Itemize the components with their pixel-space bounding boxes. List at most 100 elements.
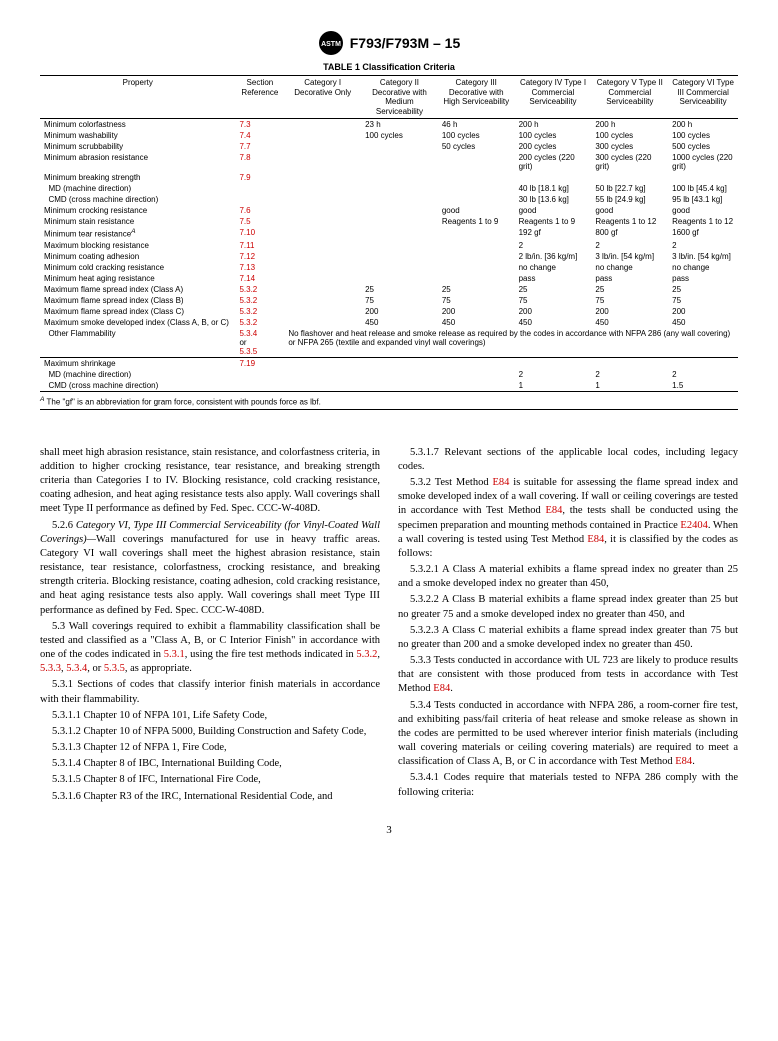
- cell-value: [284, 306, 361, 317]
- cell-value: pass: [591, 273, 668, 284]
- cell-value: [284, 152, 361, 172]
- cell-value: [284, 119, 361, 131]
- th-property: Property: [40, 76, 235, 119]
- cell-property: MD (machine direction): [40, 183, 235, 194]
- table-row: Minimum cold cracking resistance7.13no c…: [40, 262, 738, 273]
- cell-value: 2: [668, 369, 738, 380]
- cell-ref: 5.3.4or5.3.5: [235, 328, 284, 358]
- table-row: CMD (cross machine direction)111.5: [40, 380, 738, 392]
- cell-value: [284, 216, 361, 227]
- cell-value: [438, 262, 515, 273]
- cell-value: [284, 251, 361, 262]
- cell-value: [438, 172, 515, 183]
- cell-ref: 7.14: [235, 273, 284, 284]
- cell-value: [284, 172, 361, 183]
- cell-property: Maximum flame spread index (Class B): [40, 295, 235, 306]
- designation-text: F793/F793M – 15: [350, 35, 461, 51]
- cell-property: Minimum coating adhesion: [40, 251, 235, 262]
- table-row: Minimum tear resistanceA7.10192 gf800 gf…: [40, 227, 738, 240]
- cell-ref: 7.6: [235, 205, 284, 216]
- cell-value: 25: [361, 284, 438, 295]
- para-5: 5.3.1.1 Chapter 10 of NFPA 101, Life Saf…: [40, 709, 380, 723]
- cell-value: Reagents 1 to 12: [668, 216, 738, 227]
- cell-value: 100 lb [45.4 kg]: [668, 183, 738, 194]
- cell-value: [284, 141, 361, 152]
- cell-property: Minimum heat aging resistance: [40, 273, 235, 284]
- cell-value: 100 cycles: [361, 130, 438, 141]
- cell-value: good: [668, 205, 738, 216]
- cell-value: [438, 152, 515, 172]
- cell-value: 25: [515, 284, 592, 295]
- cell-value: 100 cycles: [438, 130, 515, 141]
- cell-value: 200 h: [591, 119, 668, 131]
- cell-property: MD (machine direction): [40, 369, 235, 380]
- para-12: 5.3.2 Test Method E84 is suitable for as…: [398, 476, 738, 561]
- cell-value: 2: [515, 369, 592, 380]
- cell-ref: 7.5: [235, 216, 284, 227]
- cell-value: [591, 172, 668, 183]
- para-6: 5.3.1.2 Chapter 10 of NFPA 5000, Buildin…: [40, 725, 380, 739]
- cell-value: [284, 273, 361, 284]
- cell-value: 3 lb/in. [54 kg/m]: [668, 251, 738, 262]
- th-cat3: Category III Decorative with High Servic…: [438, 76, 515, 119]
- para-15: 5.3.2.3 A Class C material exhibits a fl…: [398, 624, 738, 652]
- cell-property: Maximum flame spread index (Class C): [40, 306, 235, 317]
- cell-property: Minimum crocking resistance: [40, 205, 235, 216]
- cell-ref: [235, 380, 284, 392]
- cell-value: 300 cycles: [591, 141, 668, 152]
- para-7: 5.3.1.3 Chapter 12 of NFPA 1, Fire Code,: [40, 741, 380, 755]
- cell-ref: [235, 369, 284, 380]
- cell-value: 450: [515, 317, 592, 328]
- cell-value: 40 lb [18.1 kg]: [515, 183, 592, 194]
- para-18: 5.3.4.1 Codes require that materials tes…: [398, 771, 738, 799]
- cell-value: 46 h: [438, 119, 515, 131]
- cell-value: 2: [591, 369, 668, 380]
- cell-value: [284, 369, 361, 380]
- cell-value: [361, 358, 438, 370]
- cell-property: Minimum breaking strength: [40, 172, 235, 183]
- cell-ref: 7.11: [235, 240, 284, 251]
- cell-value: 100 cycles: [668, 130, 738, 141]
- table-footnote: A The "gf" is an abbreviation for gram f…: [40, 396, 738, 410]
- cell-value: 200 cycles (220 grit): [515, 152, 592, 172]
- cell-property: CMD (cross machine direction): [40, 194, 235, 205]
- th-cat4: Category IV Type I Commercial Serviceabi…: [515, 76, 592, 119]
- cell-property: Maximum flame spread index (Class A): [40, 284, 235, 295]
- cell-value: 450: [438, 317, 515, 328]
- cell-value: [668, 172, 738, 183]
- cell-property: Minimum abrasion resistance: [40, 152, 235, 172]
- cell-value: 300 cycles (220 grit): [591, 152, 668, 172]
- cell-value: [284, 205, 361, 216]
- cell-ref: 5.3.2: [235, 306, 284, 317]
- cell-ref: [235, 194, 284, 205]
- cell-value: 75: [515, 295, 592, 306]
- table-row: Minimum abrasion resistance7.8200 cycles…: [40, 152, 738, 172]
- cell-value: Reagents 1 to 9: [515, 216, 592, 227]
- cell-property: CMD (cross machine direction): [40, 380, 235, 392]
- table-row: Maximum shrinkage7.19: [40, 358, 738, 370]
- cell-ref: 5.3.2: [235, 317, 284, 328]
- cell-value: 100 cycles: [591, 130, 668, 141]
- cell-ref: [235, 183, 284, 194]
- table-row: Minimum colorfastness7.323 h46 h200 h200…: [40, 119, 738, 131]
- cell-value: 75: [591, 295, 668, 306]
- cell-value: 3 lb/in. [54 kg/m]: [591, 251, 668, 262]
- cell-value: [438, 251, 515, 262]
- cell-value: [284, 358, 361, 370]
- table-row: MD (machine direction)222: [40, 369, 738, 380]
- para-10: 5.3.1.6 Chapter R3 of the IRC, Internati…: [40, 790, 380, 804]
- table-row: Minimum crocking resistance7.6goodgoodgo…: [40, 205, 738, 216]
- para-13: 5.3.2.1 A Class A material exhibits a fl…: [398, 563, 738, 591]
- cell-value: 75: [668, 295, 738, 306]
- cell-value: [361, 216, 438, 227]
- table-row: Other Flammability5.3.4or5.3.5No flashov…: [40, 328, 738, 358]
- cell-property: Minimum washability: [40, 130, 235, 141]
- cell-value: 23 h: [361, 119, 438, 131]
- para-8: 5.3.1.4 Chapter 8 of IBC, International …: [40, 757, 380, 771]
- th-cat6: Category VI Type III Commercial Servicea…: [668, 76, 738, 119]
- cell-value: 25: [591, 284, 668, 295]
- cell-value: [361, 205, 438, 216]
- cell-value: 200: [668, 306, 738, 317]
- cell-value: [284, 130, 361, 141]
- cell-value: [438, 227, 515, 240]
